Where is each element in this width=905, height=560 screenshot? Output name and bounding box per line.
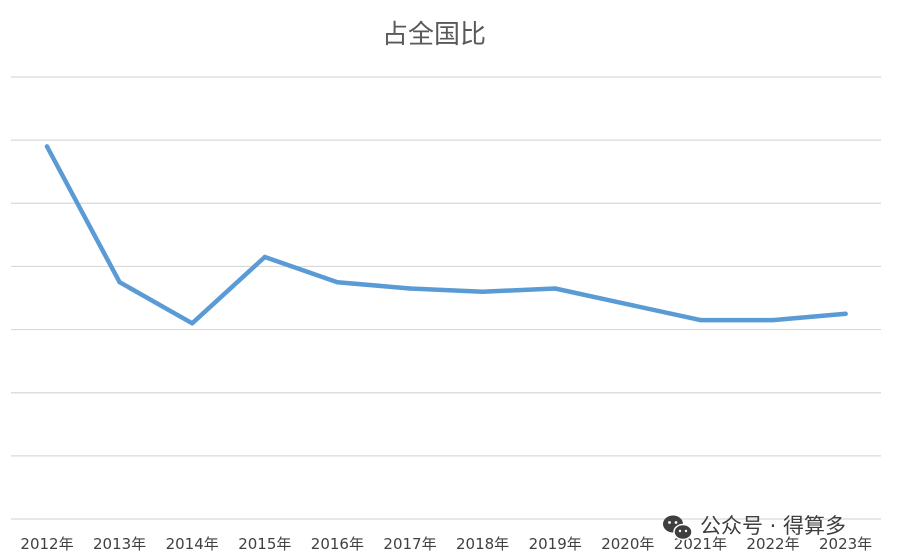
data-point (44, 144, 50, 149)
data-point (117, 280, 122, 285)
watermark-text: 公众号 · 得算多 (700, 514, 846, 538)
data-point (698, 317, 703, 323)
data-point (625, 302, 630, 307)
x-tick-label: 2018年 (456, 535, 509, 553)
x-tick-label: 2014年 (166, 535, 219, 553)
x-tick-label: 2019年 (529, 535, 582, 553)
wechat-icon (663, 515, 693, 541)
x-tick-label: 2022年 (746, 535, 799, 553)
x-tick-label: 2015年 (238, 535, 291, 553)
x-tick-label: 2016年 (311, 535, 364, 553)
data-point (770, 317, 776, 323)
data-point (843, 311, 848, 316)
series-layer (44, 144, 848, 326)
x-tick-label: 2013年 (93, 535, 146, 553)
x-tick-label: 2020年 (601, 535, 654, 553)
x-axis-ticks: 2012年 2013年 2014年 2015年 2016年 2017年 2018年 2019年… (20, 535, 872, 553)
x-tick-label: 2017年 (383, 535, 436, 553)
data-point (262, 254, 267, 260)
data-point (480, 289, 485, 294)
data-point (553, 286, 558, 291)
series-line-0 (44, 144, 848, 326)
x-tick-label: 2012年 (20, 535, 73, 553)
gridlines (11, 76, 881, 520)
watermark: 公众号 · 得算多 (663, 514, 846, 541)
chart-title: 占全国比 (382, 20, 486, 50)
x-tick-label: 2023年 (819, 535, 872, 553)
data-point (335, 280, 340, 285)
data-point (407, 286, 413, 291)
data-point (190, 321, 195, 326)
